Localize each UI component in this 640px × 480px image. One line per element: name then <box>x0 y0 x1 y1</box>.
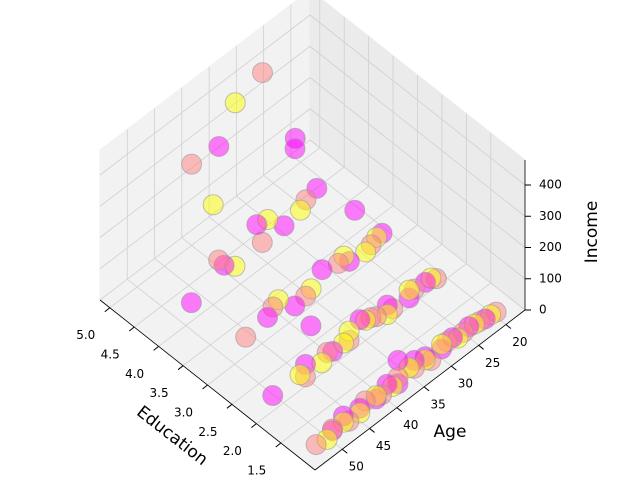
grid-line <box>309 45 526 217</box>
point <box>305 434 327 456</box>
y-tick-label: 3.5 <box>150 386 169 400</box>
point <box>284 138 306 160</box>
x-tick <box>396 407 403 413</box>
y-tick <box>251 423 257 429</box>
grid-line <box>99 108 311 270</box>
x-tick-label: 35 <box>430 397 445 411</box>
y-tick-label: 5.0 <box>76 328 95 342</box>
point <box>257 306 278 328</box>
x-tick-label: 40 <box>403 418 418 432</box>
z-axis-label: Income <box>582 201 602 264</box>
grid-line <box>182 205 394 366</box>
z-tick-label: 300 <box>539 209 562 223</box>
y-tick <box>177 365 184 371</box>
point <box>235 326 257 348</box>
grid-line <box>280 282 492 444</box>
point <box>398 279 420 301</box>
point <box>344 199 366 221</box>
x-tick-label: 25 <box>485 356 500 370</box>
point <box>208 249 230 271</box>
grid-line <box>99 45 311 207</box>
ticks: 20 25 30 35 40 45 50 1.5 2.0 2.5 3.0 3.5 4.0 4.5 5.0 0 1… <box>76 160 562 477</box>
x-tick-label: 30 <box>458 377 473 391</box>
point <box>246 214 268 236</box>
z-tick-label: 100 <box>539 271 562 285</box>
grid-line <box>231 244 443 405</box>
y-tick <box>202 384 208 390</box>
y-tick-label: 2.5 <box>198 425 217 439</box>
point <box>181 153 203 175</box>
axis-line <box>99 299 316 471</box>
points <box>180 62 507 456</box>
point <box>208 135 230 157</box>
point <box>311 259 333 281</box>
grid-line <box>99 77 311 238</box>
z-tick-label: 400 <box>539 178 562 192</box>
grid <box>99 0 526 450</box>
point <box>300 315 322 337</box>
x-tick-label: 45 <box>376 439 391 453</box>
grid-line <box>309 14 526 186</box>
y-tick-label: 3.0 <box>174 406 193 420</box>
point <box>355 241 377 263</box>
z-tick-label: 200 <box>539 240 562 254</box>
x-tick <box>423 386 430 392</box>
grid-line <box>309 77 526 248</box>
grid-line <box>99 139 311 301</box>
point <box>251 231 273 253</box>
y-tick <box>104 307 111 313</box>
grid-line <box>109 147 321 309</box>
y-tick <box>226 403 233 409</box>
grid-line <box>158 186 369 347</box>
x-tick <box>341 448 348 454</box>
y-tick-label: 2.0 <box>223 444 242 458</box>
point <box>289 199 311 221</box>
axis-line <box>314 309 526 471</box>
y-tick <box>128 326 135 332</box>
point <box>202 194 224 216</box>
x-tick-label: 20 <box>512 335 527 349</box>
point <box>252 62 273 84</box>
x-tick <box>451 365 457 371</box>
x-axis-label: Age <box>434 422 467 442</box>
x-tick-label: 50 <box>349 460 364 474</box>
point <box>431 333 453 355</box>
point <box>180 292 202 314</box>
y-tick-label: 1.5 <box>247 463 266 477</box>
y-tick <box>275 442 282 448</box>
point <box>289 364 311 386</box>
y-tick-label: 4.5 <box>101 348 120 362</box>
grid-line <box>309 108 526 280</box>
z-tick-label: 0 <box>539 303 547 317</box>
point <box>262 385 284 407</box>
grid-line <box>309 139 526 311</box>
point <box>224 92 246 114</box>
y-tick <box>153 345 159 351</box>
x-tick <box>478 344 484 350</box>
y-tick-label: 4.0 <box>125 367 144 381</box>
x-tick <box>505 324 512 329</box>
grid-line <box>99 14 311 176</box>
grid-line <box>207 224 418 386</box>
x-tick <box>369 428 375 433</box>
